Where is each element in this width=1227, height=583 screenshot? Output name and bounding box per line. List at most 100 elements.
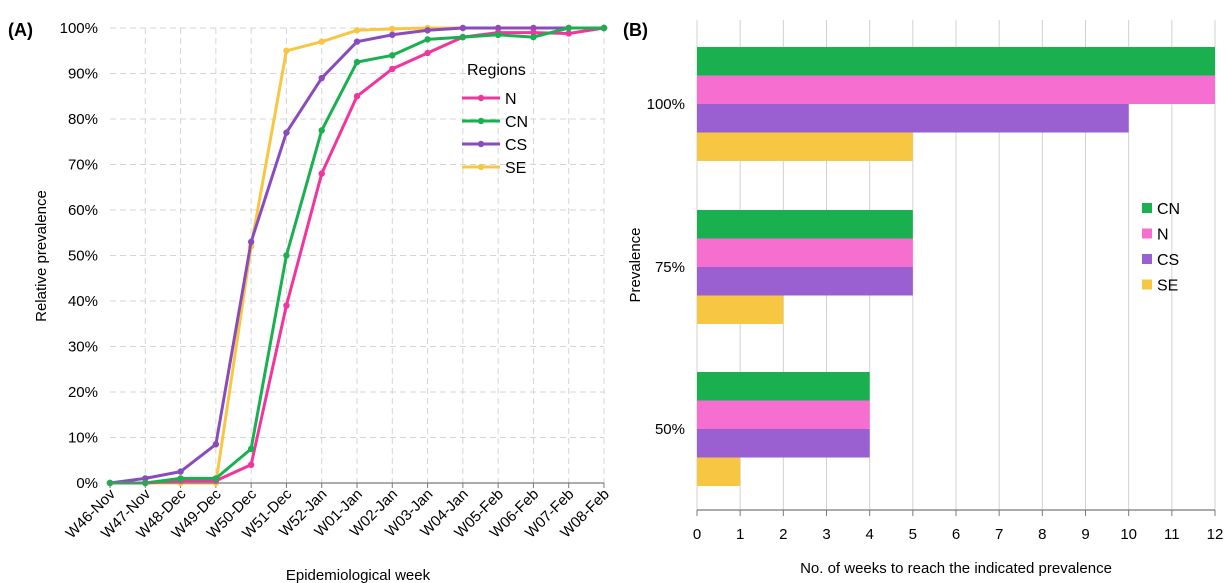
bar-cn (697, 210, 913, 239)
panel-b-x-tick-label: 4 (865, 526, 873, 543)
panel-a-y-tick-label: 40% (68, 293, 98, 310)
bar-cs (697, 429, 870, 458)
legend-label-se: SE (505, 160, 526, 177)
bar-cn (697, 372, 870, 401)
panel-b-category-labels: 100% 75% 50% (647, 96, 685, 438)
panel-a-x-ticks: W46-NovW47-NovW48-DecW49-DecW50-DecW51-D… (63, 483, 613, 542)
data-point-cn (424, 36, 431, 43)
panel-a-y-tick-label: 80% (68, 111, 98, 128)
data-point-cn (530, 33, 537, 41)
panel-b-x-tick-label: 11 (1164, 526, 1180, 543)
data-point-cs (424, 27, 431, 34)
data-point-se (353, 27, 361, 34)
panel-b-label: (B) (623, 20, 648, 40)
panel-b-x-tick-label: 12 (1207, 526, 1224, 543)
panel-b-x-tick-label: 6 (952, 526, 960, 543)
panel-a-legend: Regions N CN CS SE (462, 62, 528, 177)
data-point-n (318, 170, 325, 177)
data-point-cn (600, 24, 608, 32)
panel-a-y-tick-label: 100% (60, 20, 98, 37)
panel-b-x-tick-label: 0 (693, 526, 701, 543)
bar-n (697, 238, 913, 267)
bar-n (697, 75, 1215, 104)
data-point-cs (177, 468, 184, 475)
panel-a-x-axis-title: Epidemiological week (286, 567, 431, 583)
bar-cn (697, 47, 1215, 76)
data-point-cs (318, 74, 325, 82)
data-point-n (530, 29, 537, 36)
legend-swatch-cs (1142, 254, 1152, 264)
panel-a-y-axis-title: Relative prevalence (33, 190, 50, 322)
panel-b-x-tick-label: 3 (822, 526, 830, 543)
data-point-n (247, 461, 255, 468)
legend-label-cn: CN (1157, 201, 1180, 218)
data-point-cn (353, 58, 361, 66)
panel-a-legend-title: Regions (467, 62, 526, 79)
panel-b-x-tick-label: 10 (1120, 526, 1137, 543)
legend-swatch-se (1142, 279, 1152, 290)
legend-marker-cs (477, 140, 485, 148)
legend-label-n: N (505, 91, 517, 108)
data-point-cs (530, 24, 537, 32)
bar-se (697, 132, 913, 161)
bar-cs (697, 267, 913, 296)
panel-a-y-tick-label: 20% (68, 384, 98, 401)
panel-a-series (106, 24, 608, 487)
panel-a-y-tick-label: 60% (68, 202, 98, 219)
bar-cs (697, 104, 1129, 133)
data-point-cn (177, 475, 184, 482)
panel-b-category-label: 100% (647, 96, 685, 113)
data-point-cn (459, 33, 467, 41)
data-point-se (283, 47, 290, 54)
data-point-n (353, 93, 361, 100)
legend-swatch-n (1142, 228, 1152, 239)
data-point-cs (212, 441, 220, 448)
data-point-n (424, 49, 431, 57)
data-point-cs (389, 31, 396, 39)
panel-a-label: (A) (8, 20, 33, 40)
data-point-cn (389, 52, 396, 59)
legend-swatch-cn (1142, 203, 1152, 213)
panel-b-x-ticks: 0 1 2 3 4 5 6 7 8 9 10 11 12 (693, 510, 1224, 543)
legend-label-se: SE (1157, 278, 1178, 295)
legend-label-cs: CS (505, 137, 527, 154)
bar-n (697, 400, 870, 429)
legend-marker-cn (477, 117, 485, 125)
panel-b-x-tick-label: 5 (909, 526, 917, 543)
data-point-cs (247, 238, 255, 246)
data-point-cs (459, 24, 467, 32)
legend-label-cn: CN (505, 114, 528, 131)
panel-a-y-tick-label: 10% (68, 430, 98, 447)
data-point-n (389, 65, 396, 73)
data-point-cn (247, 445, 255, 453)
data-point-se (389, 25, 396, 33)
data-point-n (565, 30, 572, 37)
bar-se (697, 295, 784, 324)
legend-label-cs: CS (1157, 252, 1179, 269)
legend-marker-se (477, 163, 485, 171)
panel-b-legend: CN N CS SE (1142, 201, 1180, 295)
data-point-cn (212, 475, 220, 482)
panel-b-x-tick-label: 9 (1081, 526, 1089, 543)
data-point-cs (353, 38, 361, 45)
legend-label-n: N (1157, 227, 1169, 244)
panel-b-x-tick-label: 2 (779, 526, 787, 543)
panel-a-grid (110, 27, 605, 483)
data-point-n (283, 302, 290, 309)
panel-a-y-ticks: 0% 10% 20% 30% 40% 50% 60% 70% 80% 90% 100% (60, 20, 98, 492)
data-point-cn (565, 24, 572, 32)
panel-b-x-axis-title: No. of weeks to reach the indicated prev… (800, 560, 1112, 577)
data-point-cs (142, 475, 149, 482)
panel-b-category-label: 50% (655, 421, 685, 438)
panel-b-bars (697, 47, 1215, 486)
panel-a-y-tick-label: 50% (68, 248, 98, 265)
panel-b-y-axis-title: Prevalence (627, 227, 644, 302)
panel-b-x-tick-label: 8 (1038, 526, 1046, 543)
data-point-cn (318, 127, 325, 134)
panel-b-x-tick-label: 1 (736, 526, 744, 543)
data-point-se (318, 38, 325, 45)
bar-se (697, 457, 741, 486)
data-point-cs (494, 24, 502, 32)
